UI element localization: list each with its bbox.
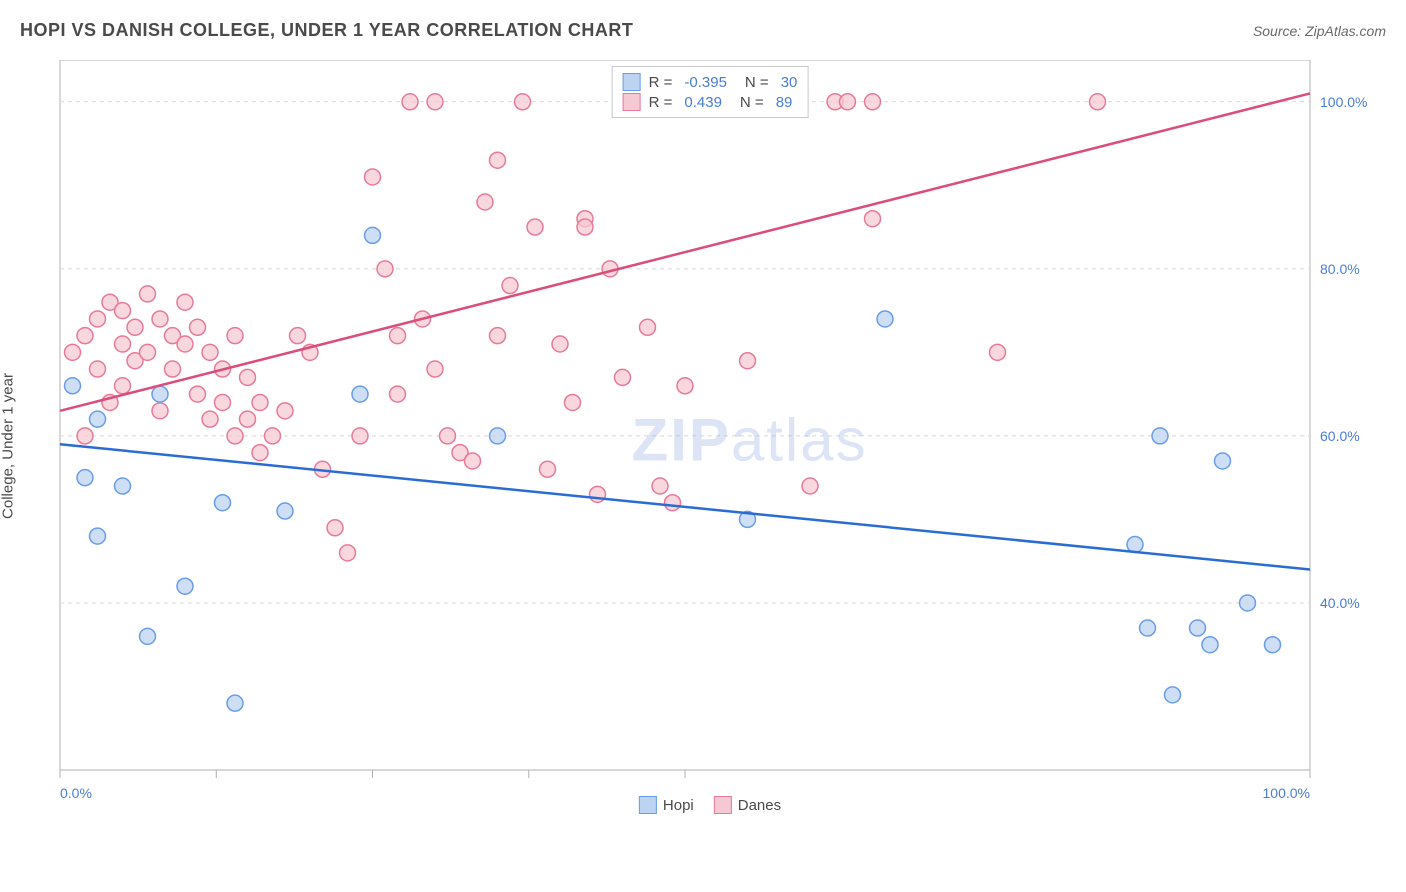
legend-label-hopi: Hopi — [663, 797, 694, 814]
svg-text:80.0%: 80.0% — [1320, 261, 1360, 277]
legend-item-danes: Danes — [714, 796, 781, 814]
chart-area: ZIPatlas R = -0.395 N = 30 R = 0.439 N =… — [50, 60, 1370, 820]
legend-r-label-2: R = — [649, 94, 673, 111]
series-legend: Hopi Danes — [639, 796, 781, 814]
legend-row-danes: R = 0.439 N = 89 — [623, 93, 798, 111]
source-attribution: Source: ZipAtlas.com — [1253, 23, 1386, 39]
legend-row-hopi: R = -0.395 N = 30 — [623, 73, 798, 91]
chart-title: HOPI VS DANISH COLLEGE, UNDER 1 YEAR COR… — [20, 20, 633, 41]
legend-hopi-n: 30 — [781, 74, 798, 91]
legend-danes-r: 0.439 — [684, 94, 722, 111]
legend-item-hopi: Hopi — [639, 796, 694, 814]
svg-text:0.0%: 0.0% — [60, 785, 92, 801]
legend-swatch-hopi-bottom — [639, 796, 657, 814]
correlation-legend: R = -0.395 N = 30 R = 0.439 N = 89 — [612, 66, 809, 118]
y-axis-label: College, Under 1 year — [0, 373, 17, 519]
legend-n-label-2: N = — [740, 94, 764, 111]
scatter-plot: 40.0% 60.0% 80.0% 100.0% 0.0% 100.0% — [50, 60, 1370, 820]
legend-n-label: N = — [745, 74, 769, 91]
legend-swatch-hopi — [623, 73, 641, 91]
legend-swatch-danes — [623, 93, 641, 111]
svg-text:100.0%: 100.0% — [1263, 785, 1310, 801]
legend-danes-n: 89 — [776, 94, 793, 111]
legend-hopi-r: -0.395 — [684, 74, 727, 91]
legend-label-danes: Danes — [738, 797, 781, 814]
legend-r-label: R = — [649, 74, 673, 91]
svg-text:100.0%: 100.0% — [1320, 94, 1367, 110]
legend-swatch-danes-bottom — [714, 796, 732, 814]
chart-header: HOPI VS DANISH COLLEGE, UNDER 1 YEAR COR… — [20, 20, 1386, 41]
svg-text:60.0%: 60.0% — [1320, 428, 1360, 444]
svg-text:40.0%: 40.0% — [1320, 595, 1360, 611]
